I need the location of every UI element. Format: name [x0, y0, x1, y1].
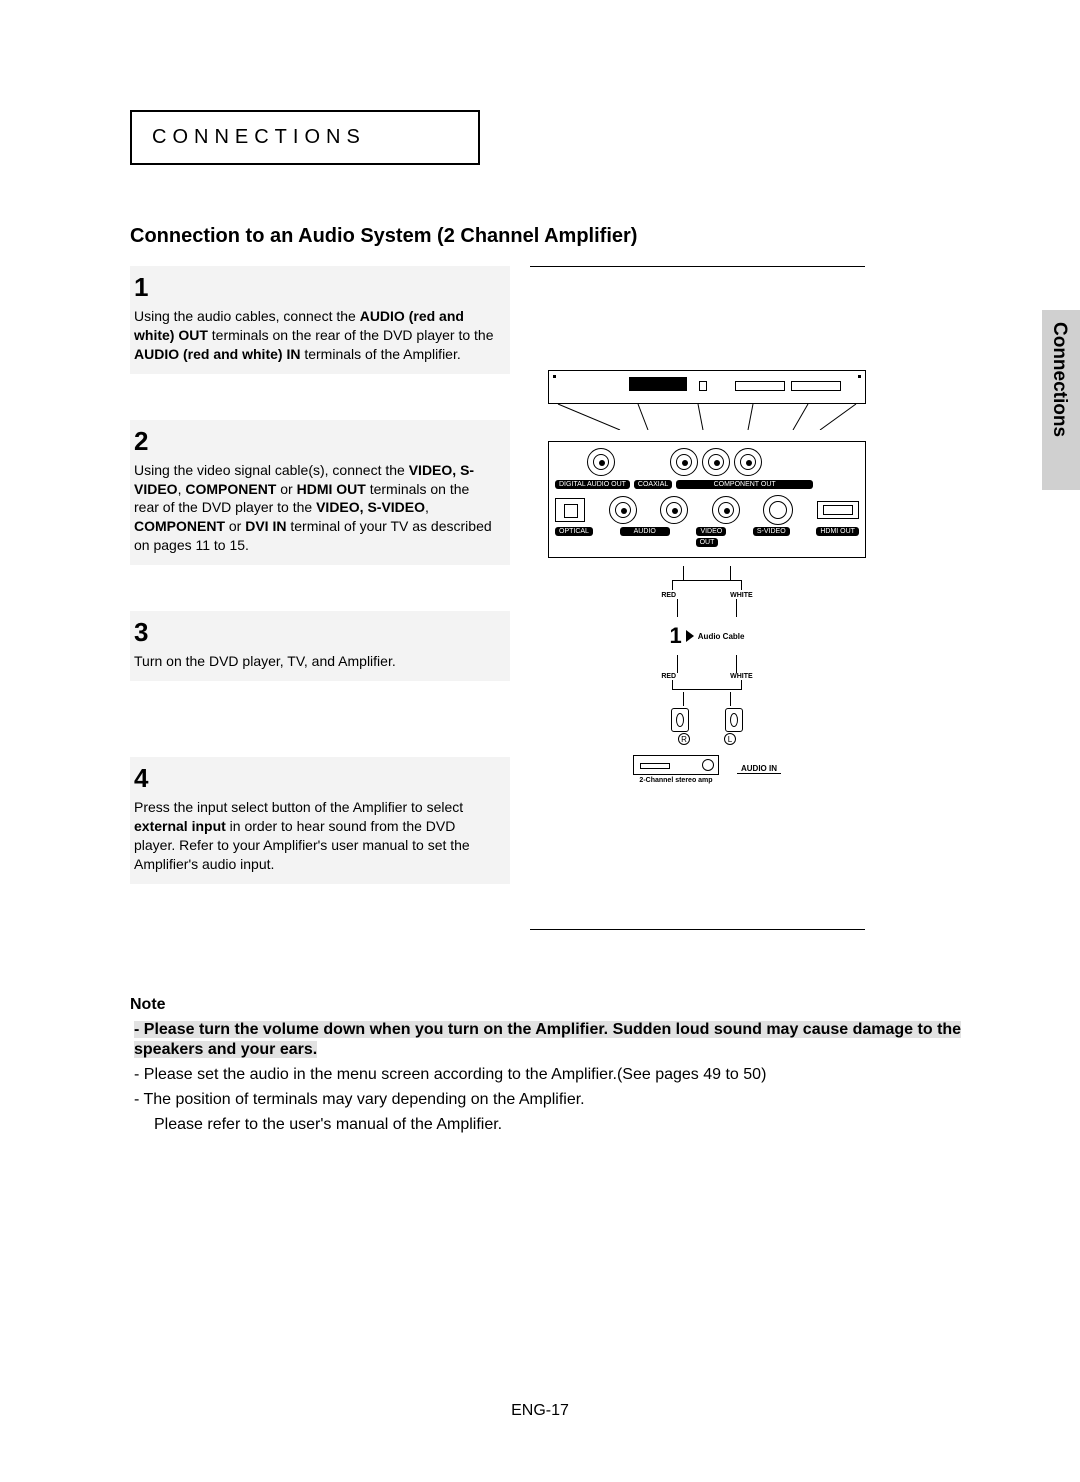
- step-4: 4 Press the input select button of the Am…: [130, 757, 510, 884]
- notes: Note - Please turn the volume down when …: [130, 996, 985, 1136]
- page-number: ENG-17: [511, 1402, 569, 1420]
- port-optical: [555, 498, 585, 522]
- label-out: OUT: [696, 538, 719, 547]
- port-svideo: [763, 495, 793, 525]
- dvd-rear-outline: [548, 370, 866, 404]
- note-item-cont: Please refer to the user's manual of the…: [130, 1115, 985, 1136]
- step-1: 1 Using the audio cables, connect the AUD…: [130, 266, 510, 374]
- label-l: L: [724, 733, 736, 745]
- label-white-bottom: WHITE: [730, 673, 753, 680]
- steps-column: 1 Using the audio cables, connect the AUD…: [130, 266, 510, 930]
- ports-panel: DIGITAL AUDIO OUT COAXIAL COMPONENT OUT: [548, 441, 866, 558]
- step-number: 2: [134, 426, 506, 457]
- connection-diagram: DIGITAL AUDIO OUT COAXIAL COMPONENT OUT: [548, 370, 866, 784]
- step-number: 1: [134, 272, 506, 303]
- note-heading: Note: [130, 996, 985, 1014]
- step-body: Using the video signal cable(s), connect…: [134, 461, 506, 555]
- columns: 1 Using the audio cables, connect the AUD…: [130, 266, 985, 930]
- label-r: R: [678, 733, 690, 745]
- label-audio: AUDIO: [620, 527, 670, 536]
- step-body: Press the input select button of the Amp…: [134, 798, 506, 874]
- side-tab-text: Connections: [1048, 322, 1070, 437]
- step-number: 4: [134, 763, 506, 794]
- label-hdmi-out: HDMI OUT: [816, 527, 859, 536]
- step-3: 3 Turn on the DVD player, TV, and Amplifi…: [130, 611, 510, 681]
- label-audio-cable: Audio Cable: [698, 632, 745, 641]
- jack-r: [671, 708, 689, 732]
- side-tab: Connections: [1042, 310, 1080, 490]
- label-white-top: WHITE: [730, 592, 753, 599]
- label-svideo: S-VIDEO: [753, 527, 790, 536]
- label-amp: 2-Channel stereo amp: [639, 777, 712, 784]
- page: CONNECTIONS Connections Connection to an…: [0, 0, 1080, 1482]
- step-number: 3: [134, 617, 506, 648]
- step-body: Turn on the DVD player, TV, and Amplifie…: [134, 652, 506, 671]
- note-item: - Please turn the volume down when you t…: [130, 1020, 985, 1062]
- amplifier-outline: [633, 755, 719, 775]
- header-label: CONNECTIONS: [152, 126, 458, 149]
- port-audio-l: [609, 496, 637, 524]
- label-red-top: RED: [661, 592, 676, 599]
- note-item: - Please set the audio in the menu scree…: [130, 1065, 985, 1086]
- port-audio-r: [660, 496, 688, 524]
- port-component-3: [734, 448, 762, 476]
- label-coaxial: COAXIAL: [634, 480, 672, 489]
- label-digital-audio-out: DIGITAL AUDIO OUT: [555, 480, 630, 489]
- port-video: [712, 496, 740, 524]
- label-component-out: COMPONENT OUT: [676, 480, 813, 489]
- cable-section: RED WHITE 1 Audio Cable RED WHITE: [548, 566, 866, 784]
- port-coaxial: [587, 448, 615, 476]
- port-component-1: [670, 448, 698, 476]
- funnel-lines: [548, 404, 866, 430]
- step-marker-1: 1: [670, 623, 682, 649]
- note-item: - The position of terminals may vary dep…: [130, 1090, 985, 1111]
- header-box: CONNECTIONS: [130, 110, 480, 165]
- port-component-2: [702, 448, 730, 476]
- label-video: VIDEO: [696, 527, 726, 536]
- step-2: 2 Using the video signal cable(s), connec…: [130, 420, 510, 565]
- step-body: Using the audio cables, connect the AUDI…: [134, 307, 506, 364]
- label-audio-in: AUDIO IN: [737, 764, 781, 774]
- port-hdmi: [817, 501, 859, 519]
- label-red-bottom: RED: [661, 673, 676, 680]
- label-optical: OPTICAL: [555, 527, 593, 536]
- diagram-column: DIGITAL AUDIO OUT COAXIAL COMPONENT OUT: [530, 266, 865, 930]
- section-title: Connection to an Audio System (2 Channel…: [130, 225, 985, 248]
- jack-l: [725, 708, 743, 732]
- arrow-icon: [686, 630, 694, 642]
